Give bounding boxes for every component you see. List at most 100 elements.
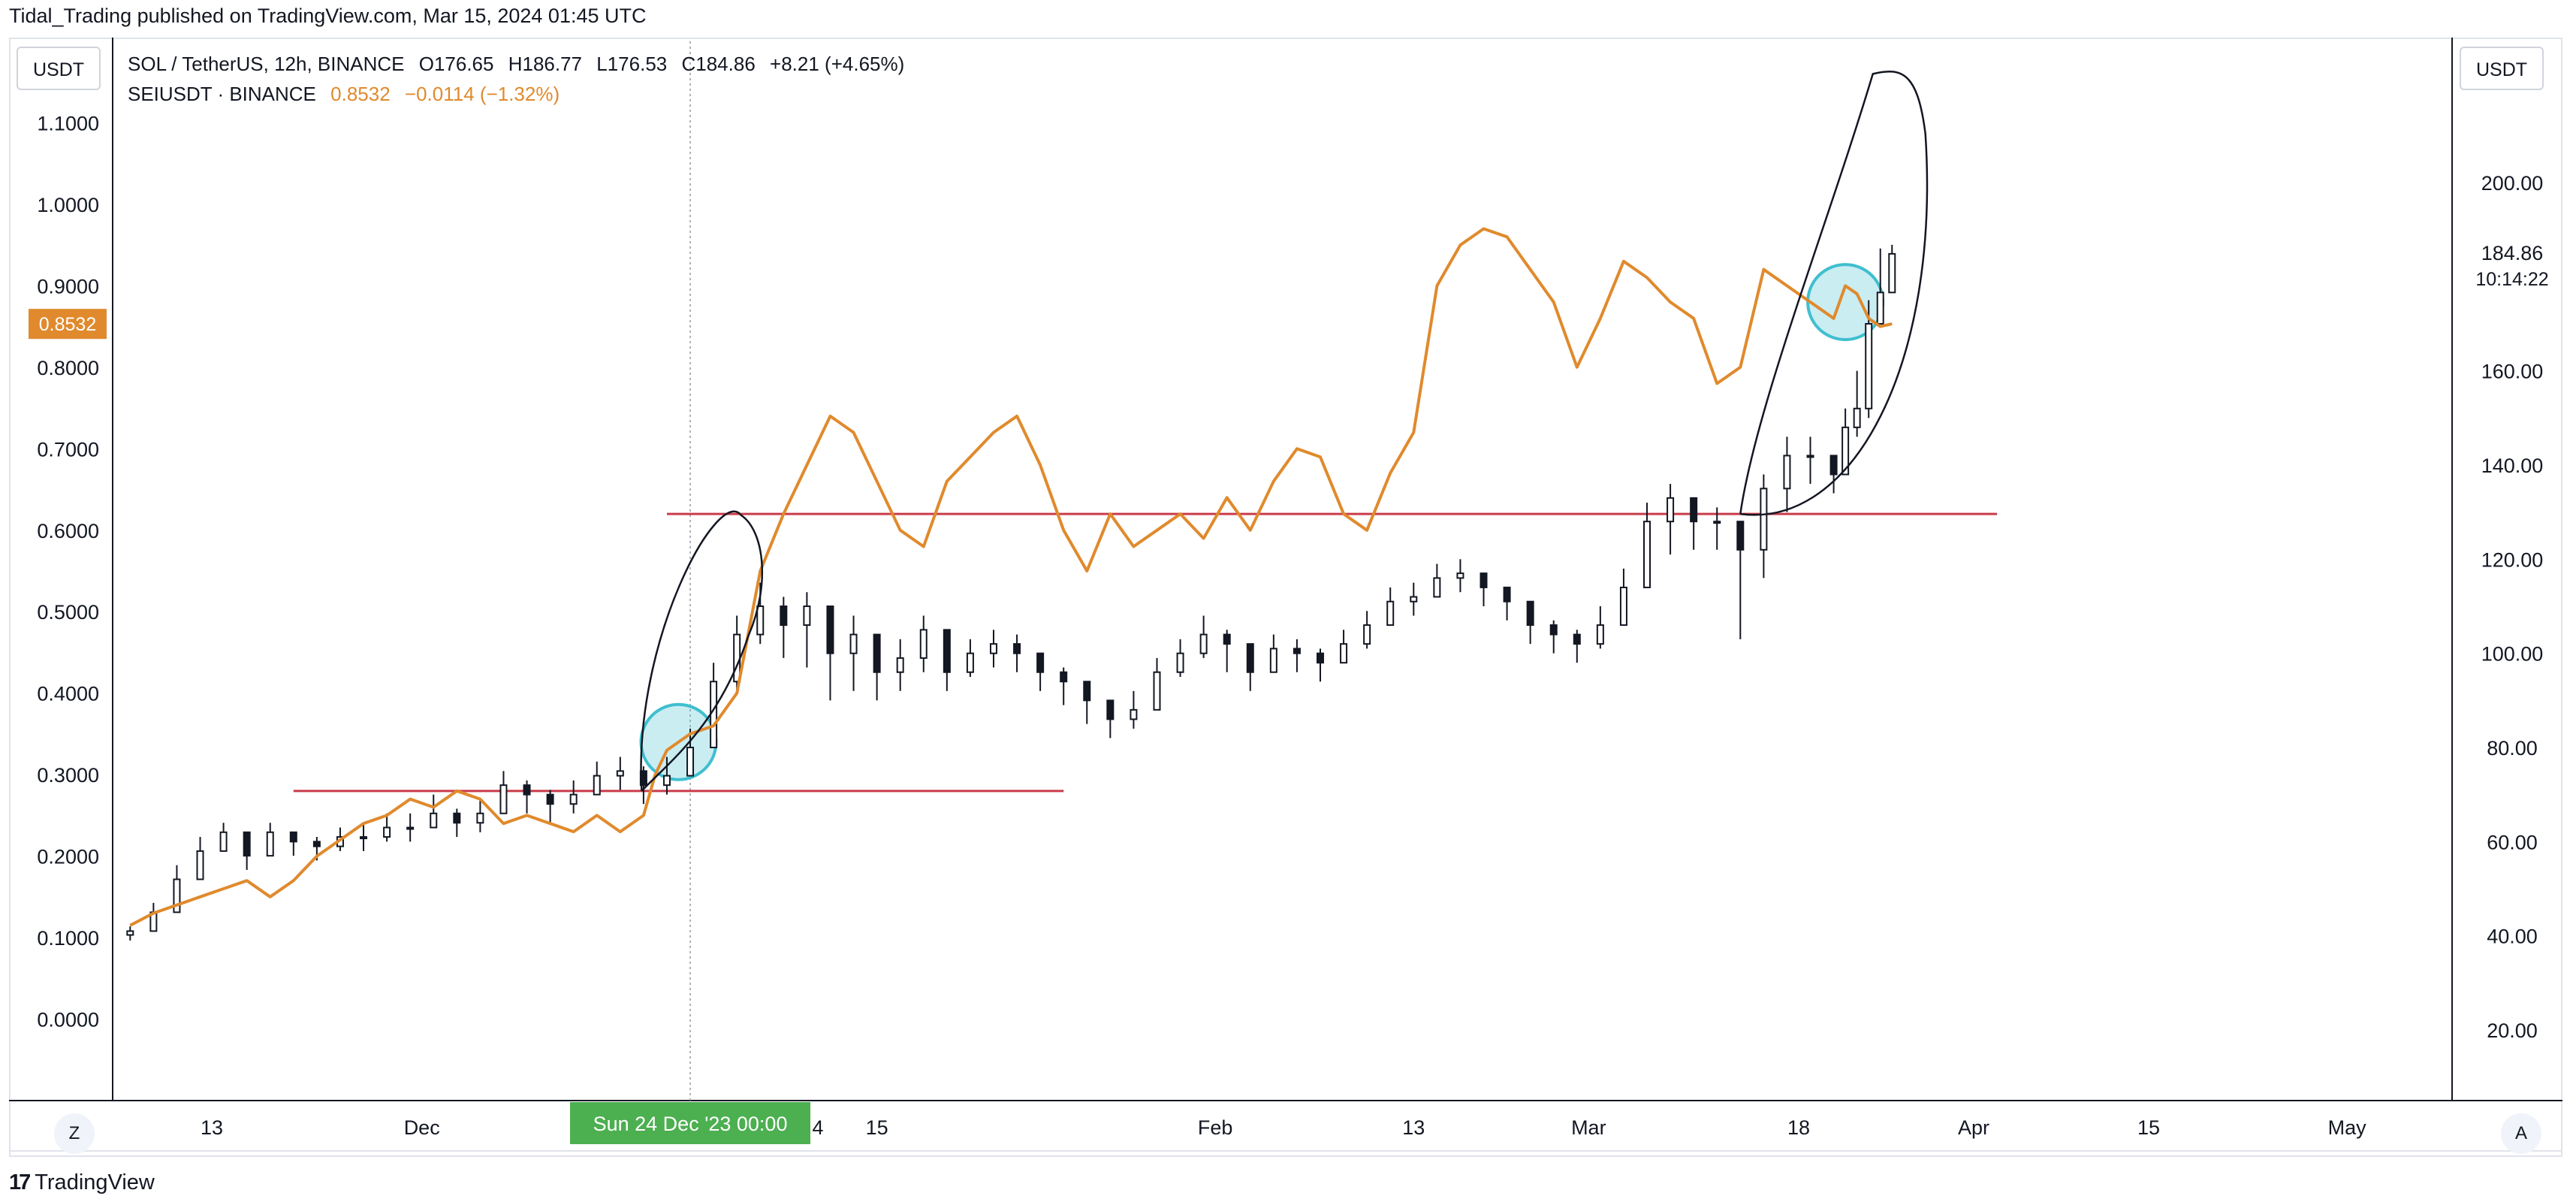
sol-candle-body [896,657,904,673]
sol-candle-body [196,850,204,880]
sol-candle-body [966,652,974,673]
sol-candle-body [546,793,554,805]
sol-candle-body [1130,708,1138,720]
sol-candle-body [360,836,368,840]
left-axis-tick-label: 0.2000 [37,846,99,868]
sol-candle-body [1806,455,1814,458]
crosshair-time-label-bg [570,1102,811,1144]
legend-main-high: H186.77 [508,53,583,75]
legend-compare: SEIUSDT · BINANCE 0.8532 −0.0114 (−1.32%… [128,83,569,106]
sol-candle-body [943,629,951,673]
sol-candle-body [1526,600,1534,627]
sol-candle-body [803,606,811,627]
sol-candle-body [1013,643,1021,654]
sol-candle-body [686,747,695,777]
time-axis-tick-label: Apr [1958,1116,1989,1139]
sol-candle-body [1888,252,1896,294]
sol-candle-body [710,681,718,748]
sol-candle-body [989,643,997,654]
time-axis-tick-label: 13 [1402,1116,1425,1139]
time-axis-tick-label: 18 [1787,1116,1810,1139]
left-axis-tick-label: 0.0000 [37,1009,99,1031]
sol-candle-body [1386,600,1395,627]
time-axis-tick-label: 13 [201,1116,223,1139]
tradingview-logo-glyph: 17 [9,1170,31,1194]
left-axis-tick-label: 0.1000 [37,927,99,950]
sol-candle-body [1246,643,1254,673]
sol-candle-body [126,930,134,936]
freehand-outline-second-rally [1739,71,1929,516]
sol-candle-body [1783,455,1791,490]
sol-bar-countdown-label: 10:14:22 [2475,269,2548,290]
sol-candle-body [756,606,765,636]
freehand-outline-first-rally [640,510,764,792]
right-axis-tick-label: 60.00 [2487,831,2538,853]
sol-candles [126,244,1896,941]
sol-candle-body [266,831,274,857]
sol-candle-body [1736,521,1745,551]
legend-main-change: +8.21 (+4.65%) [770,53,905,75]
sol-candle-body [1060,671,1068,683]
right-unit-button[interactable]: USDT [2460,47,2544,90]
sol-candle-body [1667,497,1675,523]
right-axis-tick-label: 20.00 [2487,1019,2538,1042]
sol-candle-body [1340,643,1348,664]
chart-frame [9,38,2562,1157]
time-axis-tick-label: Mar [1571,1116,1606,1139]
legend-compare-symbol: SEIUSDT · BINANCE [128,83,316,105]
time-axis-tick-label: 15 [2137,1116,2160,1139]
sol-candle-body [1760,488,1768,551]
tick-labels: 0.0000 0.1000 0.2000 0.3000 0.4000 0.5000 0.60… [37,112,2543,1144]
time-axis-tick-label: 15 [866,1116,888,1139]
auto-scale-button[interactable]: A [2501,1113,2541,1154]
timezone-button[interactable]: Z [54,1113,95,1154]
right-axis-tick-label: 120.00 [2481,548,2544,571]
sol-candle-body [1690,497,1698,523]
sol-candle-body [406,826,415,830]
sol-candle-body [1596,624,1604,645]
left-axis-tick-label: 0.5000 [37,601,99,624]
left-axis-tick-label: 1.0000 [37,194,99,216]
left-axis-tick-label: 0.4000 [37,683,99,705]
left-axis-tick-label: 0.3000 [37,764,99,787]
left-unit-button[interactable]: USDT [17,47,101,90]
right-axis-tick-label: 80.00 [2487,737,2538,760]
sol-candle-body [523,784,531,796]
crosshair-time-label: Sun 24 Dec '23 00:00 [593,1113,788,1135]
left-axis-tick-label: 1.1000 [37,112,99,134]
right-axis-tick-label: 160.00 [2481,361,2544,383]
legend-compare-change: −0.0114 (−1.32%) [404,83,560,105]
sol-candle-body [1316,652,1324,664]
sol-candle-body [1713,521,1721,524]
right-axis-tick-label: 200.00 [2481,172,2544,195]
sol-candle-body [1083,681,1091,702]
legend-main: SOL / TetherUS, 12h, BINANCE O176.65 H18… [128,53,913,76]
sol-candle-body [616,770,624,777]
freehand-drawings [640,71,1929,792]
sol-candle-body [593,775,601,796]
sol-candle-body [1619,586,1627,627]
left-axis-tick-label: 0.7000 [37,438,99,461]
time-axis-tick-label: May [2328,1116,2367,1139]
sol-candle-body [1876,291,1884,325]
sol-candle-body [219,831,228,852]
tradingview-brand: TradingView [35,1170,155,1194]
sol-current-price-label: 184.86 [2481,242,2544,264]
sol-candle-body [1036,652,1045,673]
crosshair-label-cut-tail: 4 [813,1116,824,1139]
axes [9,38,2562,1152]
sol-candle-body [1549,624,1558,636]
sol-candle-body [243,831,251,857]
sol-candle-body [873,633,881,673]
right-axis-tick-label: 100.00 [2481,643,2544,666]
published-line: Tidal_Trading published on TradingView.c… [9,5,647,27]
sol-candle-body [662,775,671,787]
sei-price-line [129,227,1893,927]
sol-candle-body [849,633,858,654]
right-axis-tick-label: 140.00 [2481,455,2544,477]
sol-candle-body [1153,671,1161,711]
sei-current-price-label: 0.8532 [39,314,96,335]
sol-candle-body [826,606,834,654]
sol-candle-body [1106,699,1115,720]
